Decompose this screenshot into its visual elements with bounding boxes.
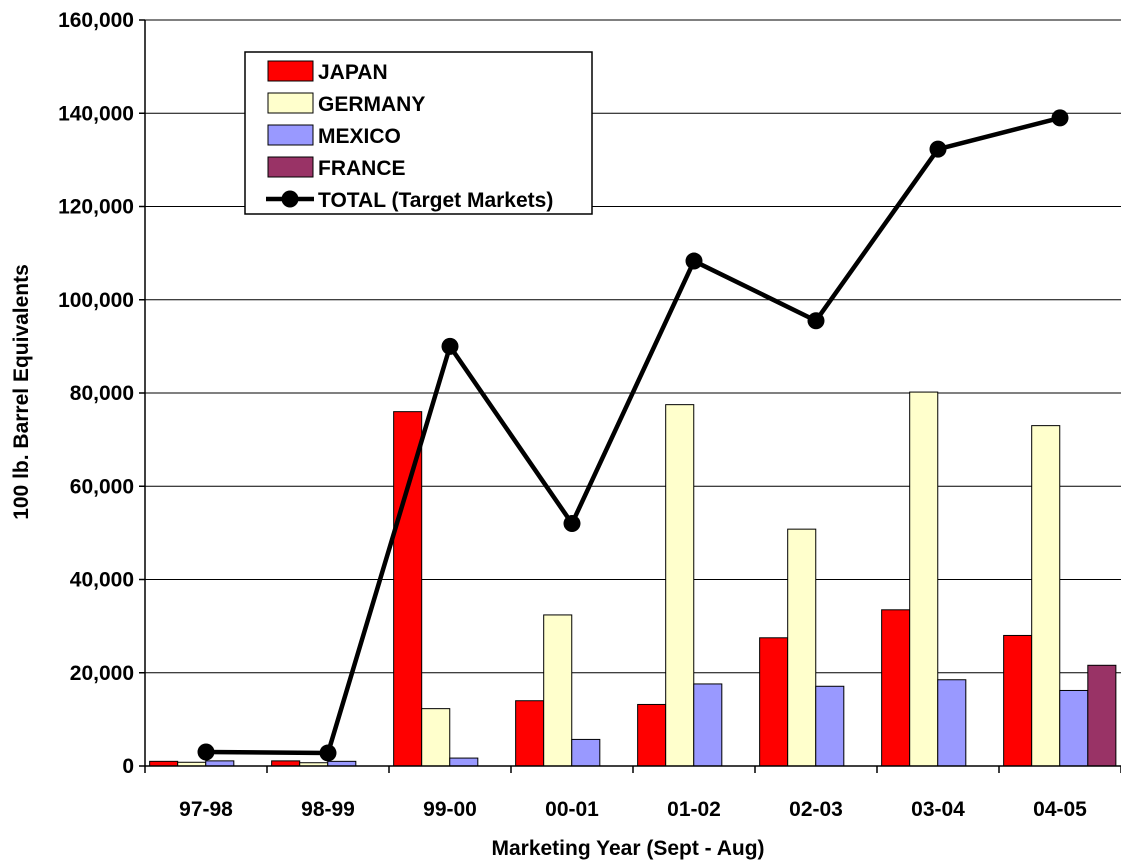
legend-swatch-france [267,156,314,178]
bar-japan-99-00 [393,411,423,767]
x-tick-label: 02-03 [789,798,843,821]
bar-mexico-04-05 [1059,689,1089,767]
total-point-00-01 [563,515,581,533]
y-tick-label: 0 [122,755,134,778]
total-point-04-05 [1051,109,1069,127]
x-tick-label: 04-05 [1033,798,1087,821]
total-line [205,115,1061,756]
bar-japan-98-99 [271,760,301,767]
x-tick-label: 98-99 [301,798,355,821]
y-tick-label: 20,000 [70,662,134,685]
bar-japan-04-05 [1003,634,1033,767]
bar-france-04-05 [1087,664,1117,767]
legend-label-japan: JAPAN [318,61,388,84]
x-tick-label: 97-98 [179,798,233,821]
y-tick-label: 80,000 [70,382,134,405]
y-tick-label: 100,000 [58,289,134,312]
legend-marker-total-target-markets [281,190,299,208]
bar-germany-03-04 [909,391,939,767]
total-point-99-00 [441,337,459,355]
legend-label-mexico: MEXICO [318,125,401,148]
y-tick-label: 40,000 [70,569,134,592]
bar-germany-00-01 [543,614,573,767]
legend-swatch-japan [267,60,314,82]
legend: JAPAN GERMANY MEXICO FRANCE TOTAL (Target Ma… [244,51,593,215]
bar-japan-01-02 [637,703,667,767]
total-point-01-02 [685,252,703,270]
bar-germany-04-05 [1031,425,1061,767]
total-point-02-03 [807,312,825,330]
bar-japan-03-04 [881,609,911,767]
legend-label-france: FRANCE [318,157,406,180]
axes [139,19,1121,773]
bars [149,391,1117,767]
x-tick-label: 99-00 [423,798,477,821]
y-tick-labels: 0 20,000 40,000 60,000 80,000 100,000 120,000 1… [58,9,134,778]
legend-swatch-mexico [267,124,314,146]
y-tick-label: 60,000 [70,475,134,498]
bar-mexico-01-02 [693,683,723,767]
x-tick-label: 03-04 [911,798,965,821]
x-tick-label: 00-01 [545,798,599,821]
total-point-98-99 [319,744,337,762]
y-axis-title: 100 lb. Barrel Equivalents [10,264,33,520]
legend-swatch-germany [267,92,314,114]
bar-mexico-97-98 [205,760,235,767]
y-tick-label: 120,000 [58,196,134,219]
x-axis-title: Marketing Year (Sept - Aug) [491,837,764,860]
bar-japan-02-03 [759,637,789,767]
total-line-series [197,109,1069,762]
total-point-97-98 [197,743,215,761]
y-tick-label: 160,000 [58,9,134,32]
bar-germany-02-03 [787,528,817,767]
total-point-03-04 [929,140,947,158]
x-tick-labels: 97-98 98-99 99-00 00-01 01-02 02-03 03-04 04-05 [179,798,1087,821]
bar-mexico-03-04 [937,679,967,767]
bar-mexico-00-01 [571,738,601,767]
bar-mexico-99-00 [449,757,479,767]
legend-label-germany: GERMANY [318,93,425,116]
bar-mexico-02-03 [815,685,845,767]
y-tick-label: 140,000 [58,102,134,125]
x-tick-label: 01-02 [667,798,721,821]
bar-germany-01-02 [665,404,695,767]
bar-japan-00-01 [515,700,545,767]
bar-germany-99-00 [421,708,451,767]
legend-label-total-target-markets: TOTAL (Target Markets) [318,189,553,212]
